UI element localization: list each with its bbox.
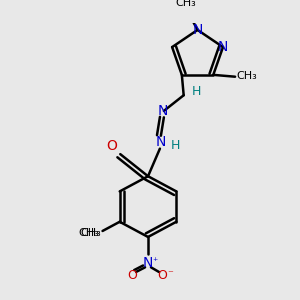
Text: H: H xyxy=(171,140,180,152)
Text: N: N xyxy=(143,256,153,270)
Text: O: O xyxy=(157,269,167,282)
Text: O: O xyxy=(127,269,137,282)
Text: CH₃: CH₃ xyxy=(175,0,196,8)
Text: CH₃: CH₃ xyxy=(80,228,101,238)
Text: CH₃: CH₃ xyxy=(78,228,99,238)
Text: CH₃: CH₃ xyxy=(237,71,257,81)
Text: O: O xyxy=(106,139,117,153)
Text: ⁻: ⁻ xyxy=(167,270,173,280)
Text: H: H xyxy=(192,85,201,98)
Text: N: N xyxy=(156,135,166,149)
Text: ⁺: ⁺ xyxy=(152,257,158,267)
Text: N: N xyxy=(192,23,203,37)
Text: N: N xyxy=(158,104,168,118)
Text: N: N xyxy=(218,40,228,54)
